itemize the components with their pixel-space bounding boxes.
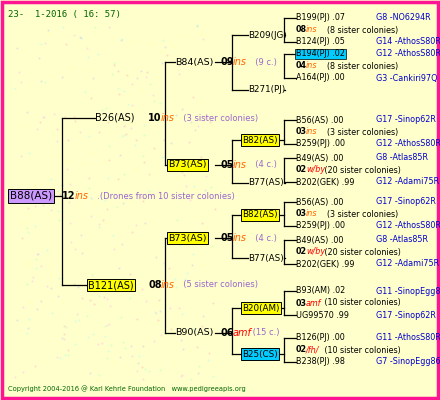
Text: amf: amf [306,298,322,308]
Text: G7 -SinopEgg86R: G7 -SinopEgg86R [376,358,440,366]
Text: B202(GEK) .99: B202(GEK) .99 [296,178,355,186]
Text: B238(PJ) .98: B238(PJ) .98 [296,358,345,366]
Text: B209(JG): B209(JG) [248,30,287,40]
Text: B88(AS): B88(AS) [10,191,52,201]
Text: (3 sister colonies): (3 sister colonies) [178,114,258,122]
Text: ins: ins [306,128,318,136]
Text: B93(AM) .02: B93(AM) .02 [296,286,345,296]
Text: B199(PJ) .07: B199(PJ) .07 [296,14,345,22]
Text: B73(AS): B73(AS) [168,234,206,242]
Text: 10: 10 [148,113,161,123]
Text: B121(AS): B121(AS) [88,280,134,290]
Text: ins: ins [306,26,318,34]
Text: ins: ins [161,113,175,123]
Text: 09: 09 [220,57,234,67]
Text: ins: ins [75,191,89,201]
Text: G3 -Cankiri97Q: G3 -Cankiri97Q [376,74,437,82]
Text: B49(AS) .00: B49(AS) .00 [296,154,343,162]
Text: Copyright 2004-2016 @ Karl Kehrle Foundation   www.pedigreeapis.org: Copyright 2004-2016 @ Karl Kehrle Founda… [8,385,246,392]
Text: 08: 08 [296,26,307,34]
Text: ins: ins [306,62,318,70]
Text: 05: 05 [220,160,234,170]
Text: G11 -SinopEgg86R: G11 -SinopEgg86R [376,286,440,296]
Text: (5 sister colonies): (5 sister colonies) [178,280,258,290]
Text: B259(PJ) .00: B259(PJ) .00 [296,140,345,148]
Text: 02: 02 [296,248,307,256]
Text: G12 -AthosS80R: G12 -AthosS80R [376,140,440,148]
Text: G12 -Adami75R: G12 -Adami75R [376,260,439,268]
Text: B259(PJ) .00: B259(PJ) .00 [296,222,345,230]
Text: 02: 02 [296,346,307,354]
Text: B56(AS) .00: B56(AS) .00 [296,198,343,206]
Text: B271(PJ): B271(PJ) [248,86,285,94]
Text: (3 sister colonies): (3 sister colonies) [322,210,398,218]
Text: B49(AS) .00: B49(AS) .00 [296,236,343,244]
Text: B25(CS): B25(CS) [242,350,278,358]
Text: (8 sister colonies): (8 sister colonies) [322,26,398,34]
Text: B56(AS) .00: B56(AS) .00 [296,116,343,124]
Text: G14 -AthosS80R: G14 -AthosS80R [376,38,440,46]
Text: B126(PJ) .00: B126(PJ) .00 [296,334,345,342]
Text: B124(PJ) .05: B124(PJ) .05 [296,38,345,46]
Text: B82(AS): B82(AS) [242,136,278,144]
Text: G8 -Atlas85R: G8 -Atlas85R [376,154,428,162]
Text: (20 sister colonies): (20 sister colonies) [322,248,401,256]
Text: 12: 12 [62,191,76,201]
Text: G12 -AthosS80R: G12 -AthosS80R [376,50,440,58]
Text: B84(AS): B84(AS) [175,58,213,66]
Text: B20(AM): B20(AM) [242,304,279,312]
Text: (8 sister colonies): (8 sister colonies) [322,62,398,70]
Text: B202(GEK) .99: B202(GEK) .99 [296,260,355,268]
Text: w/by: w/by [306,166,325,174]
Text: (3 sister colonies): (3 sister colonies) [322,128,398,136]
Text: (4 c.): (4 c.) [250,234,277,242]
Text: 03: 03 [296,128,307,136]
Text: 02: 02 [296,166,307,174]
Text: (10 sister colonies): (10 sister colonies) [322,298,401,308]
Text: ins: ins [306,210,318,218]
Text: 06: 06 [220,328,234,338]
Text: (15 c.): (15 c.) [250,328,279,338]
Text: B82(AS): B82(AS) [242,210,278,220]
Text: G8 -NO6294R: G8 -NO6294R [376,14,431,22]
Text: B90(AS): B90(AS) [175,328,213,338]
Text: G12 -AthosS80R: G12 -AthosS80R [376,222,440,230]
Text: ins: ins [233,233,247,243]
Text: G17 -Sinop62R: G17 -Sinop62R [376,198,436,206]
Text: /fh/: /fh/ [306,346,319,354]
Text: B26(AS): B26(AS) [95,113,135,123]
Text: G11 -AthosS80R: G11 -AthosS80R [376,334,440,342]
Text: .(Drones from 10 sister colonies): .(Drones from 10 sister colonies) [92,192,235,200]
Text: 08: 08 [148,280,161,290]
Text: (10 sister colonies): (10 sister colonies) [322,346,401,354]
Text: ins: ins [233,57,247,67]
Text: 04: 04 [296,62,307,70]
Text: ins: ins [233,160,247,170]
Text: amf: amf [233,328,252,338]
Text: w/by: w/by [306,248,325,256]
Text: ins: ins [161,280,175,290]
Text: G12 -Adami75R: G12 -Adami75R [376,178,439,186]
Text: G17 -Sinop62R: G17 -Sinop62R [376,310,436,320]
Text: 03: 03 [296,210,307,218]
Text: 05: 05 [220,233,234,243]
Text: B77(AS): B77(AS) [248,254,284,262]
Text: (20 sister colonies): (20 sister colonies) [322,166,401,174]
Text: G8 -Atlas85R: G8 -Atlas85R [376,236,428,244]
Text: B73(AS): B73(AS) [168,160,206,170]
Text: (4 c.): (4 c.) [250,160,277,170]
Text: B194(PJ) .02: B194(PJ) .02 [296,50,345,58]
Text: 03: 03 [296,298,307,308]
Text: (9 c.): (9 c.) [250,58,277,66]
Text: B77(AS): B77(AS) [248,178,284,188]
Text: G17 -Sinop62R: G17 -Sinop62R [376,116,436,124]
Text: A164(PJ) .00: A164(PJ) .00 [296,74,345,82]
Text: 23-  1-2016 ( 16: 57): 23- 1-2016 ( 16: 57) [8,10,121,19]
Text: UG99570 .99: UG99570 .99 [296,310,349,320]
